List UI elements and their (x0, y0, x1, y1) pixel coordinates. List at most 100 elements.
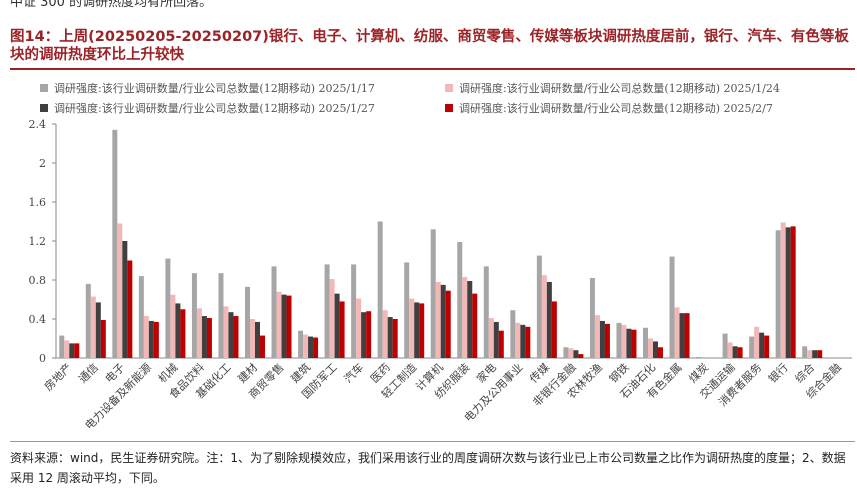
bar (510, 310, 516, 358)
top-text: 中证 300 的调研热度均有所回落。 (10, 0, 213, 10)
bar (122, 241, 128, 358)
legend: 调研强度:该行业调研数量/行业公司总数量(12期移动) 2025/1/17 调研强… (40, 80, 855, 116)
bar (674, 307, 680, 358)
legend-item: 调研强度:该行业调研数量/行业公司总数量(12期移动) 2025/1/27 (40, 100, 445, 116)
bar (313, 337, 319, 358)
bar (170, 294, 176, 358)
bar (64, 340, 70, 358)
bar (536, 255, 542, 358)
title-rule (10, 68, 855, 70)
bar (573, 350, 579, 358)
bar (298, 330, 304, 358)
bar (727, 342, 733, 358)
bar (648, 338, 653, 358)
bar (802, 346, 808, 358)
bar (457, 241, 463, 358)
bar (95, 302, 101, 358)
y-tick-label: 1.6 (29, 196, 47, 209)
bar (387, 317, 393, 358)
bar (737, 347, 743, 358)
bar (201, 316, 207, 358)
footnote-rule (10, 441, 855, 442)
bar (616, 322, 622, 358)
bar (404, 262, 410, 358)
bar (255, 321, 260, 358)
legend-item: 调研强度:该行业调研数量/行业公司总数量(12期移动) 2025/2/7 (445, 100, 850, 116)
bar (414, 302, 420, 358)
bar (153, 321, 159, 358)
bar (392, 319, 398, 358)
bar (377, 221, 383, 358)
bar (90, 296, 96, 358)
bar (228, 312, 234, 358)
bar (472, 293, 478, 358)
bar (85, 283, 91, 358)
bar (180, 309, 186, 358)
bar (568, 348, 574, 358)
y-tick-label: 2.4 (29, 118, 47, 131)
legend-label: 调研强度:该行业调研数量/行业公司总数量(12期移动) 2025/1/27 (54, 102, 375, 115)
bar (435, 281, 441, 358)
footnote: 资料来源：wind，民生证券研究院。注：1、为了剔除规模效应，我们采用该行业的周… (10, 451, 846, 485)
bar (69, 343, 75, 358)
bar (148, 320, 154, 358)
y-tick-label: 0.8 (29, 274, 47, 287)
bar (643, 327, 648, 358)
bar (658, 347, 663, 358)
bar (817, 350, 823, 358)
bar (127, 260, 133, 358)
bar (462, 277, 468, 358)
bar (578, 354, 584, 358)
bar (196, 308, 202, 358)
page: 中证 300 的调研热度均有所回落。 图14：上周(20250205-20250… (10, 0, 855, 485)
bar (541, 275, 547, 358)
bar (807, 350, 813, 358)
bar (361, 312, 367, 358)
legend-swatch (40, 104, 48, 112)
bar (339, 301, 345, 358)
bar (483, 266, 489, 358)
bar (775, 230, 781, 358)
legend-swatch (445, 84, 453, 92)
bar (604, 323, 610, 358)
bar (59, 335, 65, 358)
bar (631, 329, 637, 358)
bar (679, 313, 685, 358)
legend-item: 调研强度:该行业调研数量/行业公司总数量(12期移动) 2025/1/24 (445, 80, 850, 96)
bar (233, 316, 239, 358)
bar (563, 347, 569, 358)
bar (520, 324, 526, 358)
legend-label: 调研强度:该行业调研数量/行业公司总数量(12期移动) 2025/1/17 (54, 82, 375, 95)
bar (250, 319, 255, 358)
bar (445, 290, 451, 358)
bar (599, 320, 605, 358)
y-tick-label: 0.4 (29, 313, 47, 326)
bar (74, 343, 80, 358)
bar (100, 319, 106, 358)
bar (546, 281, 552, 358)
bar (112, 129, 118, 358)
bar (812, 350, 818, 358)
bar (749, 336, 755, 358)
bar (138, 276, 144, 358)
legend-item: 调研强度:该行业调研数量/行业公司总数量(12期移动) 2025/1/17 (40, 80, 445, 96)
chart-title: 图14：上周(20250205-20250207)银行、电子、计算机、纺服、商贸… (10, 29, 849, 63)
bar (329, 279, 335, 358)
bar (334, 293, 340, 358)
x-tick-label: 汽车 (341, 360, 366, 385)
x-tick-label: 房地产 (41, 360, 74, 393)
bar (696, 357, 702, 358)
bar (245, 286, 250, 358)
bar (732, 346, 738, 358)
bar (191, 273, 197, 358)
bar (488, 318, 494, 358)
bar (498, 330, 504, 358)
legend-label: 调研强度:该行业调研数量/行业公司总数量(12期移动) 2025/1/24 (459, 82, 780, 95)
bar (653, 341, 658, 358)
bar (223, 306, 229, 358)
bar (271, 266, 277, 358)
bar (493, 321, 499, 358)
bar (382, 310, 388, 358)
bar (440, 284, 446, 358)
bar (467, 280, 473, 358)
